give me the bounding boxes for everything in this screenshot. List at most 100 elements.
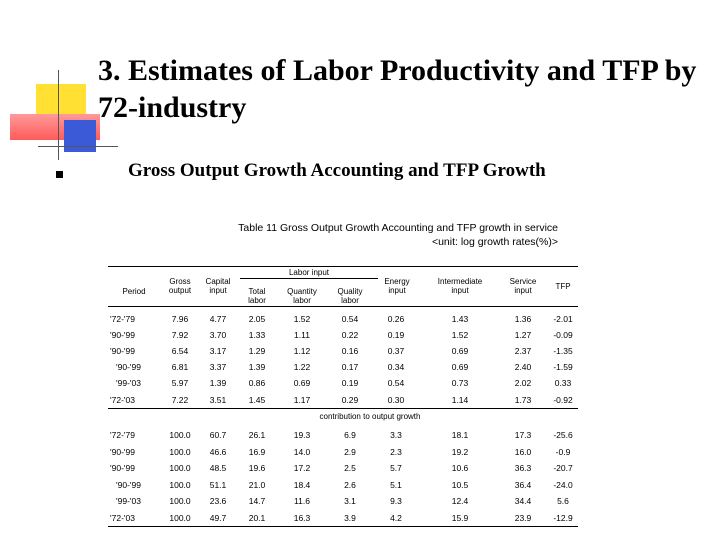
cell-tfp: -24.0 [553,480,573,490]
cell-tfp: -0.92 [553,395,573,405]
cell-tfp: -0.09 [553,330,573,340]
header-service-input: Service input [509,277,537,295]
cell-energy-input: 5.7 [390,463,402,473]
cell-energy-input: 0.26 [387,314,405,324]
cell-total-labor: 26.1 [248,430,266,440]
cell-gross-output: 100.0 [169,496,191,506]
cell-capital-input: 51.1 [209,480,227,490]
cell-service-input: 1.73 [514,395,532,405]
cell-energy-input: 0.19 [387,330,405,340]
cell-tfp: -12.9 [553,513,573,523]
cell-intermediate-input: 12.4 [451,496,469,506]
cell-quantity-labor: 1.11 [294,330,310,340]
cell-capital-input: 48.5 [209,463,227,473]
cell-quantity-labor: 0.69 [293,378,311,388]
header-quality-labor: Quality labor [337,287,363,305]
cell-intermediate-input: 1.43 [451,314,469,324]
section2-label: contribution to output growth [319,412,421,421]
cell-capital-input: 23.6 [209,496,227,506]
cell-total-labor: 14.7 [248,496,266,506]
cell-quality-labor: 2.6 [344,480,356,490]
bullet-square-icon [56,171,63,178]
cell-quantity-labor: 18.4 [293,480,311,490]
cell-total-labor: 2.05 [248,314,266,324]
cell-quality-labor: 0.22 [341,330,359,340]
cell-intermediate-input: 1.52 [451,330,469,340]
labor-input-rule [240,278,378,279]
cell-service-input: 1.36 [514,314,532,324]
cell-quality-labor: 0.16 [341,346,359,356]
cell-service-input: 23.9 [514,513,532,523]
cell-intermediate-input: 0.69 [451,346,469,356]
deco-vertical-line [58,70,59,160]
cell-capital-input: 3.51 [209,395,227,405]
cell-energy-input: 0.34 [387,362,405,372]
cell-service-input: 16.0 [514,447,532,457]
header-intermediate-input: Intermediate input [437,277,483,295]
cell-capital-input: 3.37 [209,362,227,372]
section-divider-rule [108,408,578,409]
cell-capital-input: 46.6 [209,447,227,457]
header-period: Period [122,287,146,296]
header-gross-output: Gross output [168,277,192,295]
header-total-labor: Total labor [248,287,266,305]
cell-quantity-labor: 1.17 [293,395,311,405]
cell-energy-input: 0.30 [387,395,405,405]
cell-total-labor: 1.39 [248,362,266,372]
cell-capital-input: 60.7 [209,430,227,440]
cell-tfp: -1.59 [553,362,573,372]
table-caption: Table 11 Gross Output Growth Accounting … [130,221,558,249]
header-quantity-labor: Quantity labor [287,287,317,305]
cell-quality-labor: 6.9 [344,430,356,440]
cell-gross-output: 7.92 [171,330,189,340]
cell-tfp: 0.33 [554,378,572,388]
header-capital-input: Capital input [205,277,231,295]
bullet-text: Gross Output Growth Accounting and TFP G… [128,160,546,181]
cell-tfp: -20.7 [553,463,573,473]
cell-service-input: 36.3 [514,463,532,473]
cell-capital-input: 4.77 [209,314,227,324]
table-caption-title: Table 11 Gross Output Growth Accounting … [238,222,558,234]
cell-period: '99-'03 [116,496,141,506]
header-energy-input: Energy input [384,277,410,295]
table-caption-unit: <unit: log growth rates(%)> [431,236,558,248]
cell-energy-input: 4.2 [390,513,402,523]
cell-total-labor: 1.45 [248,395,266,405]
cell-period: '90-'99 [110,463,135,473]
cell-intermediate-input: 18.1 [451,430,469,440]
cell-energy-input: 5.1 [390,480,402,490]
cell-quantity-labor: 17.2 [293,463,311,473]
cell-intermediate-input: 10.6 [451,463,469,473]
cell-quality-labor: 2.9 [344,447,356,457]
cell-period: '90-'99 [110,330,135,340]
cell-period: '72-'79 [110,314,135,324]
cell-service-input: 36.4 [514,480,532,490]
cell-total-labor: 16.9 [248,447,266,457]
cell-capital-input: 3.17 [209,346,227,356]
cell-quality-labor: 3.1 [344,496,356,506]
table-top-rule [108,266,578,267]
cell-service-input: 2.37 [514,346,532,356]
cell-tfp: -1.35 [553,346,573,356]
cell-period: '90-'99 [110,346,135,356]
header-bottom-rule [108,306,578,307]
cell-tfp: -0.9 [555,447,571,457]
cell-gross-output: 100.0 [169,513,191,523]
cell-period: '72-'03 [110,513,135,523]
cell-gross-output: 100.0 [169,463,191,473]
cell-intermediate-input: 19.2 [451,447,469,457]
cell-service-input: 17.3 [514,430,532,440]
cell-total-labor: 19.6 [248,463,266,473]
cell-intermediate-input: 0.73 [451,378,469,388]
cell-gross-output: 7.96 [171,314,189,324]
cell-intermediate-input: 10.5 [451,480,469,490]
cell-intermediate-input: 15.9 [451,513,469,523]
cell-gross-output: 100.0 [169,480,191,490]
cell-service-input: 34.4 [514,496,532,506]
cell-period: '72-'79 [110,430,135,440]
cell-gross-output: 100.0 [169,447,191,457]
cell-energy-input: 3.3 [390,430,402,440]
cell-gross-output: 6.54 [171,346,189,356]
cell-energy-input: 0.37 [387,346,405,356]
cell-quality-labor: 0.29 [341,395,359,405]
